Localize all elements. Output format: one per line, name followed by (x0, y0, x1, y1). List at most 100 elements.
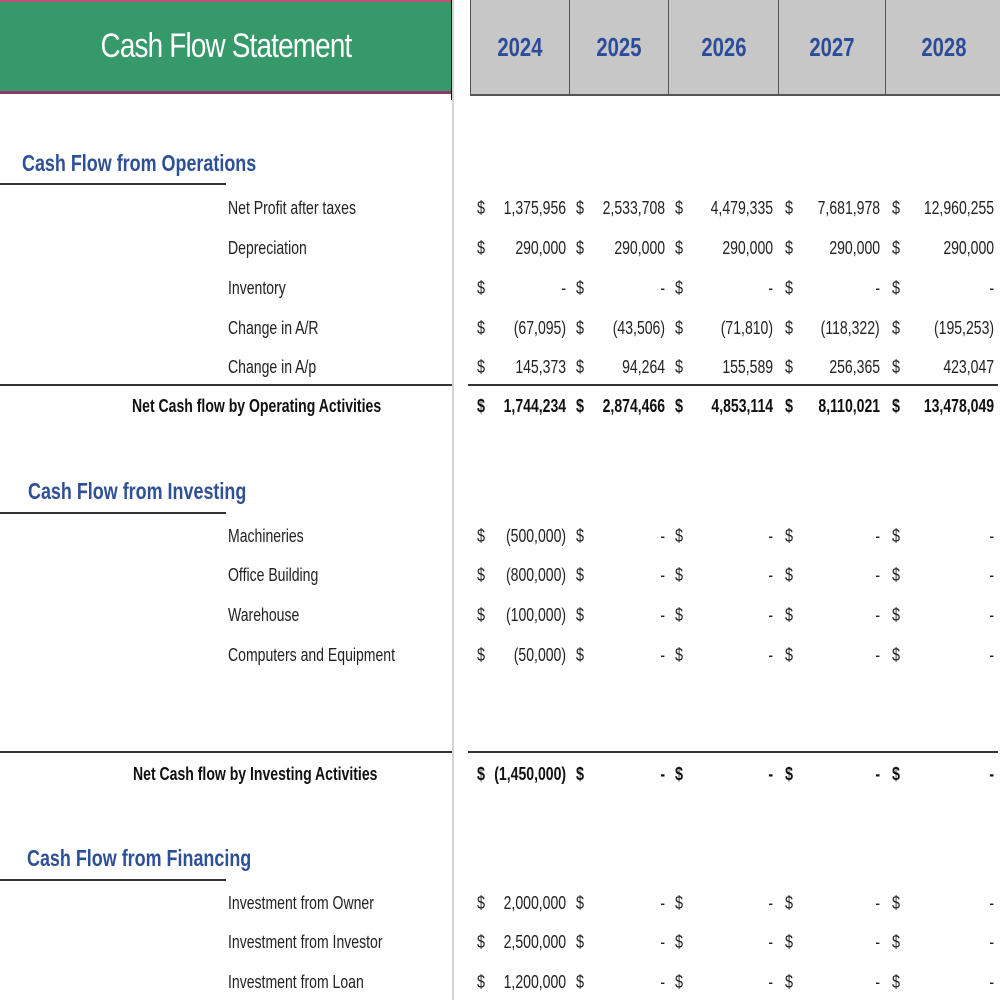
line-item-label: Depreciation (228, 238, 307, 258)
cell-value-2027: 7,681,978 (817, 198, 880, 218)
cell-value-2028: - (989, 605, 994, 625)
cell-value-2025: 290,000 (614, 238, 665, 258)
year-header-2025: 2025 (570, 0, 669, 94)
line-item-label: Machineries (228, 526, 304, 546)
currency-symbol: $ (477, 396, 486, 416)
operations-total-label: Net Cash flow by Operating Activities (132, 396, 382, 416)
cell-value-2025: - (660, 764, 665, 784)
cell-value-2027: - (875, 893, 880, 913)
cell-value-2028: - (989, 526, 994, 546)
cell-value-2024: 1,200,000 (503, 972, 566, 992)
cell-value-2024: 290,000 (515, 238, 566, 258)
currency-symbol: $ (675, 238, 684, 258)
currency-symbol: $ (675, 932, 684, 952)
cell-value-2026: 290,000 (722, 238, 773, 258)
line-item-label: Office Building (228, 565, 319, 585)
currency-symbol: $ (477, 645, 486, 665)
currency-symbol: $ (576, 318, 585, 338)
line-item-label: Net Profit after taxes (228, 198, 356, 218)
cell-value-2024: 145,373 (515, 357, 566, 377)
currency-symbol: $ (675, 318, 684, 338)
cell-value-2026: 4,479,335 (710, 198, 773, 218)
currency-symbol: $ (576, 645, 585, 665)
section-title-financing: Cash Flow from Financing (27, 845, 252, 871)
currency-symbol: $ (675, 526, 684, 546)
cell-value-2025: 94,264 (622, 357, 665, 377)
cell-value-2028: - (989, 972, 994, 992)
currency-symbol: $ (576, 893, 585, 913)
line-item-label: Change in A/R (228, 318, 319, 338)
currency-symbol: $ (576, 932, 585, 952)
currency-symbol: $ (576, 526, 585, 546)
currency-symbol: $ (576, 238, 585, 258)
column-divider (452, 0, 454, 1000)
currency-symbol: $ (892, 278, 901, 298)
investing-total-rule-left (0, 751, 452, 753)
currency-symbol: $ (892, 526, 901, 546)
currency-symbol: $ (477, 932, 486, 952)
currency-symbol: $ (892, 565, 901, 585)
currency-symbol: $ (477, 278, 486, 298)
currency-symbol: $ (892, 318, 901, 338)
cell-value-2024: (1,450,000) (494, 764, 566, 784)
cell-value-2027: 290,000 (829, 238, 880, 258)
currency-symbol: $ (675, 764, 684, 784)
currency-symbol: $ (892, 198, 901, 218)
currency-symbol: $ (785, 605, 794, 625)
currency-symbol: $ (675, 605, 684, 625)
cell-value-2027: 8,110,021 (818, 396, 880, 416)
cell-value-2026: - (768, 645, 773, 665)
section-title-investing: Cash Flow from Investing (28, 478, 247, 504)
investing-total-rule-right (468, 751, 998, 753)
cell-value-2026: 4,853,114 (711, 396, 773, 416)
currency-symbol: $ (892, 238, 901, 258)
currency-symbol: $ (785, 396, 794, 416)
section-title-operations: Cash Flow from Operations (22, 150, 257, 176)
cell-value-2028: - (989, 645, 994, 665)
cell-value-2028: - (989, 764, 994, 784)
section-rule-investing (0, 512, 226, 514)
line-item-label: Change in A/p (228, 357, 317, 377)
line-item-label: Investment from Investor (228, 932, 383, 952)
cell-value-2028: 13,478,049 (923, 396, 994, 416)
currency-symbol: $ (785, 645, 794, 665)
cell-value-2026: - (768, 764, 773, 784)
cell-value-2024: (100,000) (505, 605, 566, 625)
section-rule-operations (0, 183, 226, 185)
currency-symbol: $ (675, 972, 684, 992)
cell-value-2027: - (875, 526, 880, 546)
currency-symbol: $ (892, 893, 901, 913)
currency-symbol: $ (675, 565, 684, 585)
cell-value-2026: - (768, 565, 773, 585)
currency-symbol: $ (477, 764, 486, 784)
year-header-2026: 2026 (669, 0, 779, 94)
cell-value-2026: - (768, 526, 773, 546)
currency-symbol: $ (785, 932, 794, 952)
cell-value-2026: 155,589 (722, 357, 773, 377)
currency-symbol: $ (785, 357, 794, 377)
section-rule-financing (0, 879, 226, 881)
cell-value-2025: - (660, 526, 665, 546)
cell-value-2024: (50,000) (513, 645, 566, 665)
currency-symbol: $ (477, 526, 486, 546)
currency-symbol: $ (576, 764, 585, 784)
currency-symbol: $ (892, 645, 901, 665)
currency-symbol: $ (675, 198, 684, 218)
currency-symbol: $ (892, 357, 901, 377)
operations-total-rule-right (468, 384, 998, 386)
cell-value-2024: 2,500,000 (503, 932, 566, 952)
investing-total-label: Net Cash flow by Investing Activities (133, 764, 378, 784)
currency-symbol: $ (477, 565, 486, 585)
cell-value-2024: (500,000) (505, 526, 566, 546)
cell-value-2026: (71,810) (720, 318, 773, 338)
currency-symbol: $ (785, 764, 794, 784)
currency-symbol: $ (477, 318, 486, 338)
cell-value-2026: - (768, 932, 773, 952)
cell-value-2028: 423,047 (943, 357, 994, 377)
currency-symbol: $ (576, 565, 585, 585)
line-item-label: Warehouse (228, 605, 300, 625)
cell-value-2028: - (989, 932, 994, 952)
line-item-label: Computers and Equipment (228, 645, 396, 665)
cell-value-2027: - (875, 605, 880, 625)
currency-symbol: $ (675, 645, 684, 665)
